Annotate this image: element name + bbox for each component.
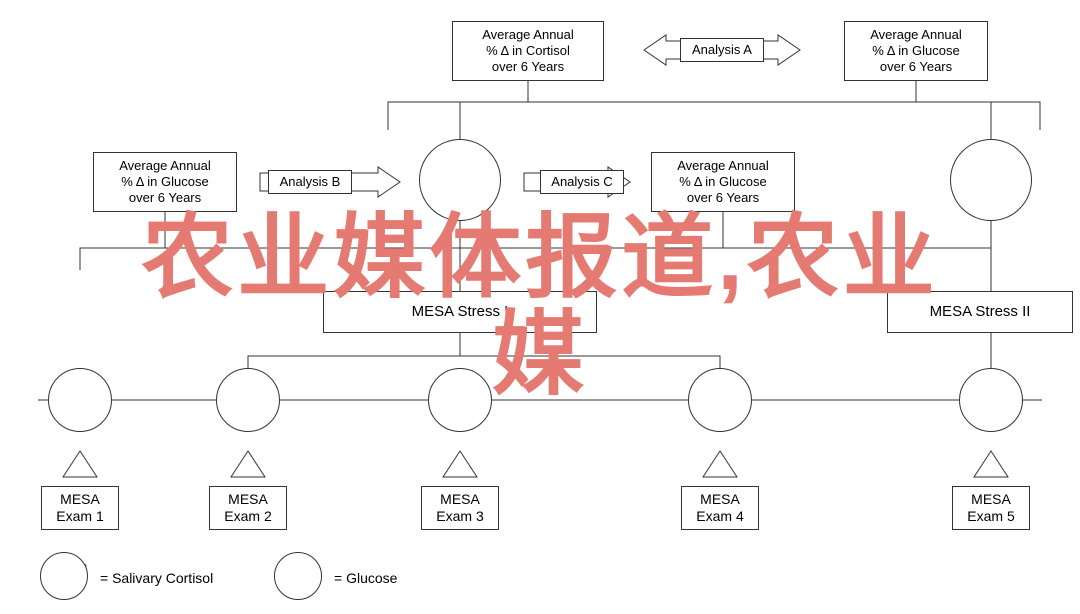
exam-label-3: MESAExam 3 [421, 486, 499, 530]
exam-label-2: MESAExam 2 [209, 486, 287, 530]
exam-triangle-4 [702, 450, 738, 483]
exam-circle-5 [959, 368, 1023, 432]
exam-triangle-1 [62, 450, 98, 483]
exam-label-5: MESAExam 5 [952, 486, 1030, 530]
box-mesa-stress-2: MESA Stress II [887, 291, 1073, 333]
box-glucose-mid: Average Annual % Δ in Glucose over 6 Yea… [651, 152, 795, 212]
exam-circle-2 [216, 368, 280, 432]
exam-label-1: MESAExam 1 [41, 486, 119, 530]
exam-label-4: MESAExam 4 [681, 486, 759, 530]
legend-glucose-circle [274, 552, 322, 600]
box-cortisol-top: Average Annual % Δ in Cortisol over 6 Ye… [452, 21, 604, 81]
label-analysis-a: Analysis A [680, 38, 764, 62]
cortisol-molecule-icon [961, 158, 1021, 202]
exam-triangle-5 [973, 450, 1009, 483]
box-glucose-left: Average Annual % Δ in Glucose over 6 Yea… [93, 152, 237, 212]
legend-cortisol-label: = Salivary Cortisol [100, 570, 213, 586]
label-analysis-c: Analysis C [540, 170, 624, 194]
exam-triangle-3 [442, 450, 478, 483]
cortisol-circle-mid [419, 139, 501, 221]
exam-circle-1 [48, 368, 112, 432]
exam-circle-4 [688, 368, 752, 432]
legend-cortisol-circle [40, 552, 88, 600]
box-glucose-right: Average Annual % Δ in Glucose over 6 Yea… [844, 21, 988, 81]
legend-glucose-label: = Glucose [334, 570, 397, 586]
box-mesa-stress-1: MESA Stress I [323, 291, 597, 333]
cortisol-molecule-icon [430, 158, 490, 202]
label-analysis-b: Analysis B [268, 170, 352, 194]
exam-circle-3 [428, 368, 492, 432]
exam-triangle-2 [230, 450, 266, 483]
cortisol-circle-right [950, 139, 1032, 221]
